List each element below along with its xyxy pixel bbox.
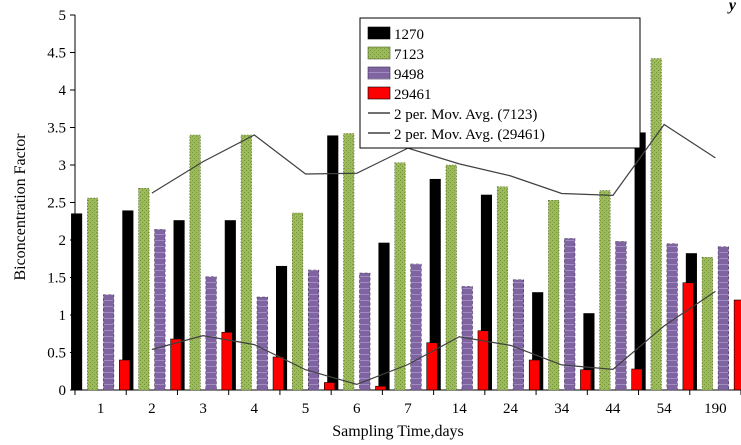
bar-7123-2 xyxy=(138,187,150,391)
x-tick-label: 4 xyxy=(251,401,259,417)
bar-9498-34 xyxy=(564,238,576,391)
x-tick-label: 7 xyxy=(404,401,412,417)
y-tick-label: 3.5 xyxy=(47,121,66,137)
bar-7123-54 xyxy=(650,58,662,391)
bar-7123-14 xyxy=(445,164,457,391)
bar-7123-34 xyxy=(548,199,560,391)
bar-9498-7 xyxy=(410,263,422,391)
bar-9498-44 xyxy=(615,241,627,391)
x-tick-label: 3 xyxy=(199,401,207,417)
y-tick-label: 3 xyxy=(59,158,67,174)
legend-label-trend-1: 2 per. Mov. Avg. (7123) xyxy=(394,107,537,123)
bar-29461-190 xyxy=(733,299,741,391)
bar-29461-54 xyxy=(682,282,694,391)
trendline-1 xyxy=(151,123,716,196)
bar-9498-3 xyxy=(205,276,217,391)
bar-7123-4 xyxy=(240,134,252,391)
bar-9498-190 xyxy=(717,246,729,391)
bar-29461-1 xyxy=(119,359,131,391)
bar-1270-54 xyxy=(634,132,646,391)
y-tick-label: 2.5 xyxy=(47,196,66,212)
y-tick-label: 5 xyxy=(59,8,67,24)
legend-box xyxy=(359,17,641,149)
bar-9498-54 xyxy=(666,243,678,391)
legend-label-29461: 29461 xyxy=(394,87,432,103)
bar-29461-2 xyxy=(170,338,182,391)
bar-9498-1 xyxy=(103,294,115,391)
legend-swatch-7123 xyxy=(367,46,391,60)
x-tick-label: 2 xyxy=(148,401,156,417)
x-tick-label: 14 xyxy=(452,401,468,417)
bar-7123-6 xyxy=(343,133,355,391)
x-tick-label: 1 xyxy=(97,401,105,417)
legend-label-9498: 9498 xyxy=(394,67,424,83)
bar-7123-5 xyxy=(291,212,304,391)
x-tick-label: 54 xyxy=(657,401,673,417)
x-tick-label: 44 xyxy=(605,401,621,417)
bar-7123-44 xyxy=(599,190,611,391)
x-tick-label: 5 xyxy=(302,401,310,417)
bar-29461-5 xyxy=(323,382,336,391)
bar-1270-7 xyxy=(378,242,390,391)
bar-9498-4 xyxy=(256,296,268,391)
bar-29461-34 xyxy=(580,369,592,391)
bar-9498-5 xyxy=(307,269,320,391)
y-tick-label: 0.5 xyxy=(47,346,66,362)
legend-label-1270: 1270 xyxy=(394,27,424,43)
x-axis-title: Sampling Time,days xyxy=(332,423,464,440)
x-tick-label: 24 xyxy=(503,401,519,417)
y-tick-label: 2 xyxy=(59,233,67,249)
bar-29461-44 xyxy=(631,368,643,391)
bar-29461-7 xyxy=(426,342,438,391)
bar-1270-1 xyxy=(71,213,83,391)
legend-label-7123: 7123 xyxy=(394,47,424,63)
x-tick-label: 34 xyxy=(554,401,570,417)
bar-9498-24 xyxy=(512,279,525,391)
x-tick-label: 6 xyxy=(353,401,361,417)
bar-7123-24 xyxy=(496,186,509,391)
bar-7123-3 xyxy=(189,134,201,391)
legend-swatch-29461 xyxy=(367,86,391,100)
bar-29461-14 xyxy=(477,330,489,391)
legend-label-trend-2: 2 per. Mov. Avg. (29461) xyxy=(394,127,545,143)
bar-29461-6 xyxy=(375,385,387,391)
bar-29461-3 xyxy=(221,331,233,391)
bar-7123-1 xyxy=(87,197,99,391)
bar-9498-2 xyxy=(154,229,166,391)
legend-swatch-1270 xyxy=(367,26,391,40)
trendline-2 xyxy=(151,290,716,386)
header-fragment: y xyxy=(727,0,737,14)
y-tick-label: 4 xyxy=(59,83,67,99)
y-tick-label: 0 xyxy=(59,383,67,399)
y-axis-title: Biconcentration Factor xyxy=(12,133,29,281)
bar-29461-24 xyxy=(528,359,541,391)
y-tick-label: 1 xyxy=(59,308,67,324)
x-tick-label: 190 xyxy=(704,401,727,417)
bar-29461-4 xyxy=(272,356,284,391)
y-tick-label: 4.5 xyxy=(47,46,66,62)
bar-7123-7 xyxy=(394,162,406,391)
bar-7123-190 xyxy=(701,256,713,391)
bar-9498-6 xyxy=(359,272,371,391)
y-tick-label: 1.5 xyxy=(47,271,66,287)
legend-swatch-9498 xyxy=(367,66,391,80)
